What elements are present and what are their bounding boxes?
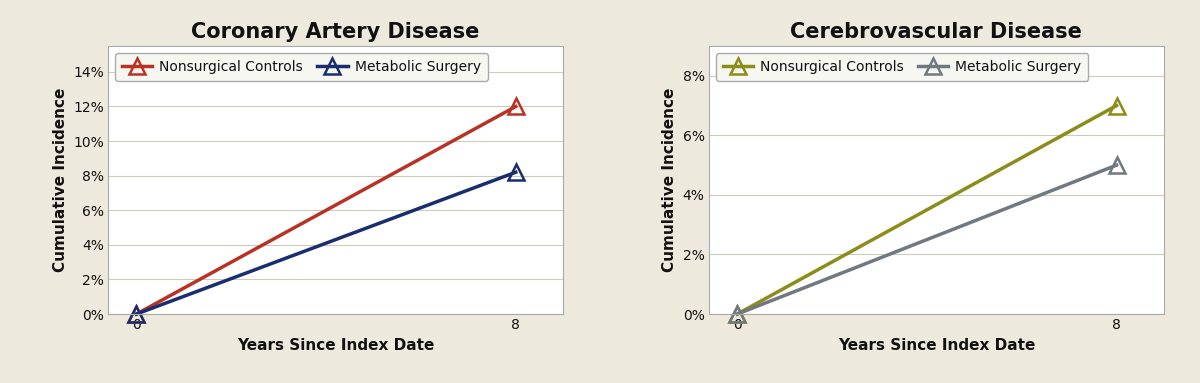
Title: Coronary Artery Disease: Coronary Artery Disease [191, 21, 480, 42]
X-axis label: Years Since Index Date: Years Since Index Date [838, 338, 1036, 353]
X-axis label: Years Since Index Date: Years Since Index Date [236, 338, 434, 353]
Y-axis label: Cumulative Incidence: Cumulative Incidence [53, 88, 67, 272]
Legend: Nonsurgical Controls, Metabolic Surgery: Nonsurgical Controls, Metabolic Surgery [715, 53, 1088, 81]
Legend: Nonsurgical Controls, Metabolic Surgery: Nonsurgical Controls, Metabolic Surgery [115, 53, 487, 81]
Title: Cerebrovascular Disease: Cerebrovascular Disease [791, 21, 1082, 42]
Y-axis label: Cumulative Incidence: Cumulative Incidence [662, 88, 677, 272]
